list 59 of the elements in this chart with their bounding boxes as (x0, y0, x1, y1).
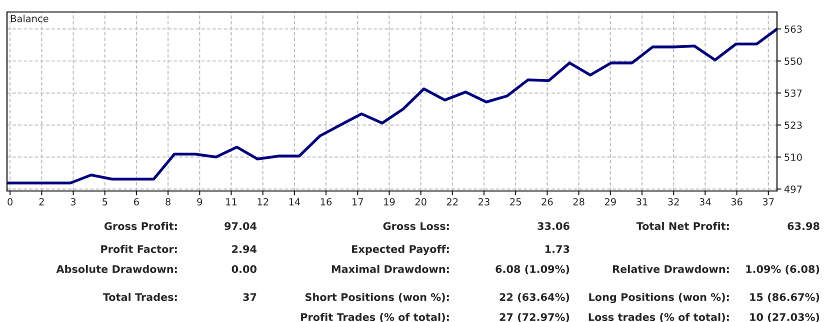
x-tick-label: 25 (510, 198, 521, 206)
text: 22 (63.64%) (500, 292, 570, 302)
line-series (7, 28, 777, 184)
x-tick-label: 31 (636, 198, 648, 206)
y-tick-label: 510 (784, 154, 802, 161)
text: 27 (72.97%) (500, 312, 570, 322)
text: Loss trades (% of total): (588, 312, 729, 322)
x-tick-label: 26 (542, 198, 553, 206)
text: Gross Loss: (383, 222, 449, 230)
x-tick-label: 34 (700, 198, 711, 206)
text: Profit Trades (% of total): (301, 312, 449, 322)
text: 33.06 (538, 222, 570, 230)
x-tick-label: 23 (478, 198, 490, 206)
x-tick-label: 0 (8, 198, 13, 206)
y-tick-label: 497 (784, 186, 802, 193)
chart-title: Balance (11, 14, 48, 22)
text: Profit Factor: (101, 244, 177, 254)
text: 37 (243, 293, 256, 302)
text: 97.04 (224, 222, 257, 230)
x-tick-label: 32 (668, 198, 679, 206)
x-tick-label: 37 (762, 198, 774, 206)
text: 1.09% (6.08) (746, 264, 820, 274)
text: 63.98 (788, 222, 820, 230)
x-tick-label: 22 (446, 198, 458, 206)
y-tick-label: 537 (784, 89, 802, 97)
text: 1.73 (545, 245, 570, 254)
x-tick-label: 28 (573, 198, 584, 206)
text: Long Positions (won %): (589, 292, 729, 304)
x-tick-label: 9 (197, 198, 202, 206)
x-tick-label: 14 (289, 198, 300, 206)
x-tick-label: 16 (320, 198, 332, 206)
text: 0.00 (232, 265, 257, 274)
x-tick-label: 19 (384, 198, 395, 206)
x-tick-label: 11 (226, 198, 237, 206)
text: 2.94 (232, 245, 257, 254)
x-tick-label: 29 (604, 198, 616, 206)
y-tick-label: 523 (784, 122, 802, 129)
x-tick-label: 3 (70, 198, 76, 206)
text: Absolute Drawdown: (56, 264, 177, 274)
text: Total Trades: (102, 292, 177, 302)
x-tick-label: 12 (258, 198, 268, 206)
y-tick-label: 563 (784, 25, 802, 33)
text: Maximal Drawdown: (332, 264, 449, 274)
text: Gross Profit: (104, 222, 177, 230)
text: Total Net Profit: (636, 222, 729, 230)
text: Relative Drawdown: (612, 264, 729, 274)
y-tick-label: 550 (784, 57, 802, 65)
x-tick-label: 5 (102, 198, 108, 206)
x-tick-label: 17 (352, 198, 363, 206)
text: 10 (27.03%) (750, 312, 820, 322)
x-tick-label: 6 (134, 198, 139, 206)
text: Short Positions (won %): (305, 292, 449, 302)
text: 15 (86.67%) (750, 292, 820, 302)
x-tick-label: 20 (415, 198, 426, 206)
text: 6.08 (1.09%) (496, 264, 570, 274)
x-tick-label: 36 (731, 198, 742, 206)
x-tick-label: 2 (39, 198, 44, 206)
text: Expected Payoff: (352, 244, 449, 256)
x-tick-label: 8 (166, 198, 170, 206)
